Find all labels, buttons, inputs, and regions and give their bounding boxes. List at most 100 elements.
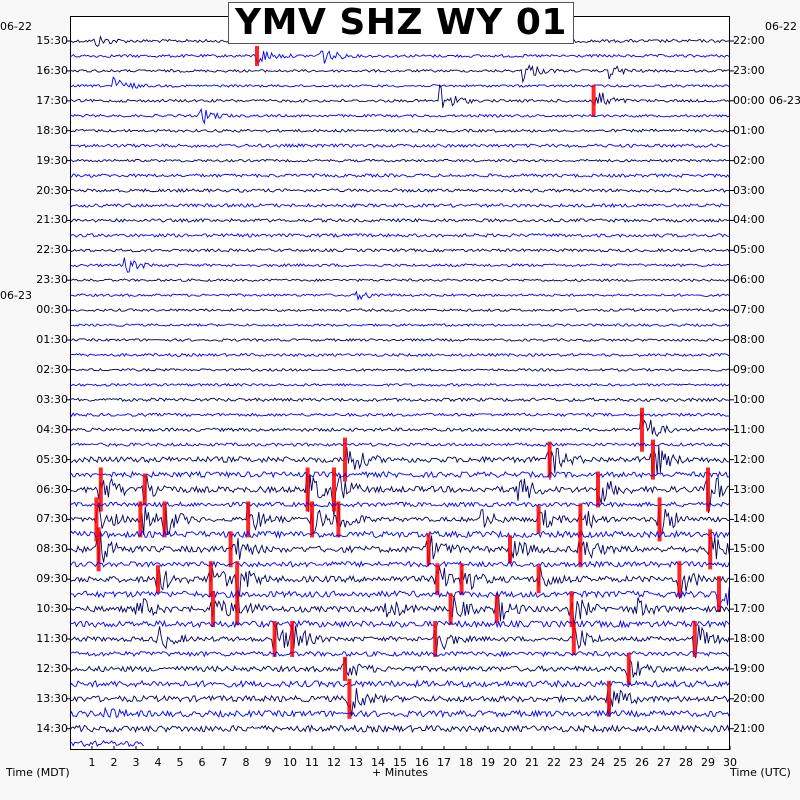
- clipped-event-marker: [343, 656, 347, 681]
- seismic-trace: [69, 143, 730, 149]
- right-time-label: 17:00: [733, 602, 765, 616]
- x-tick-label: 10: [283, 756, 297, 769]
- right-time-label: 08:00: [733, 333, 765, 346]
- right-time-label: 18:00: [733, 632, 765, 645]
- right-date-label: 06-22: [765, 20, 797, 33]
- right-time-label: 01:00: [733, 123, 765, 137]
- left-time-label: 23:30: [36, 273, 68, 287]
- x-tick-label: 2: [110, 756, 118, 769]
- x-axis-label: + Minutes: [372, 766, 429, 779]
- left-time-label: 21:30: [36, 213, 68, 227]
- clipped-event-marker: [347, 678, 352, 719]
- seismic-trace: [69, 566, 730, 599]
- chart-title: YMV SHZ WY 01: [228, 2, 574, 44]
- x-tick-label: 28: [679, 756, 693, 769]
- seismic-trace: [69, 338, 730, 342]
- seismogram-plot-area: [70, 16, 730, 750]
- right-time-label: 10:00: [733, 392, 765, 406]
- clipped-event-marker: [677, 561, 682, 598]
- clipped-event-marker: [571, 623, 576, 655]
- clipped-event-marker: [290, 621, 295, 657]
- right-time-label: 19:00: [733, 661, 765, 675]
- seismic-trace: [69, 248, 730, 253]
- x-tick-label: 4: [154, 756, 162, 769]
- clipped-event-marker: [228, 531, 233, 568]
- left-time-label: 05:30: [36, 452, 68, 466]
- clipped-event-marker: [640, 407, 644, 452]
- x-tick-label: 20: [503, 756, 517, 769]
- clipped-event-marker: [536, 505, 541, 534]
- clipped-event-marker: [596, 471, 600, 508]
- left-time-label: 06:30: [36, 482, 68, 496]
- seismic-trace: [69, 442, 730, 448]
- seismic-trace: [69, 257, 730, 273]
- seismic-trace: [70, 128, 730, 133]
- left-time-label: 12:30: [36, 661, 68, 675]
- right-time-label: 05:00: [733, 243, 765, 257]
- clipped-event-marker: [336, 501, 341, 538]
- right-time-label: 21:00: [733, 721, 765, 735]
- x-tick-label: 18: [459, 756, 473, 769]
- x-tick-label: 14: [371, 756, 385, 769]
- seismic-trace: [69, 592, 730, 626]
- seismic-trace: [69, 158, 730, 163]
- right-time-label: 09:00: [733, 362, 765, 376]
- left-time-label: 18:30: [36, 123, 68, 137]
- left-axis-label: Time (MDT): [6, 766, 70, 779]
- x-tick-label: 29: [701, 756, 715, 769]
- seismic-trace: [70, 367, 730, 372]
- clipped-event-marker: [536, 565, 541, 594]
- x-tick-label: 6: [198, 756, 206, 769]
- clipped-event-marker: [211, 591, 215, 628]
- right-time-label: 07:00: [733, 303, 765, 317]
- left-time-label: 14:30: [36, 721, 68, 735]
- left-time-label: 17:30: [36, 93, 68, 107]
- clipped-event-marker: [156, 565, 160, 594]
- seismic-trace: [69, 529, 730, 540]
- right-time-label: 00:00: [733, 93, 765, 107]
- clipped-event-marker: [142, 473, 147, 506]
- x-tick-label: 23: [569, 756, 583, 769]
- right-time-label: 12:00: [733, 452, 765, 466]
- x-tick-label: 21: [525, 756, 539, 769]
- x-tick-label: 3: [132, 756, 140, 769]
- x-tick-label: 17: [437, 756, 451, 769]
- seismic-trace: [69, 688, 730, 716]
- left-time-label: 02:30: [36, 362, 68, 376]
- clipped-event-marker: [607, 680, 611, 717]
- clipped-event-marker: [494, 595, 499, 624]
- x-tick-label: 19: [481, 756, 495, 769]
- clipped-event-marker: [94, 497, 99, 542]
- clipped-event-marker: [162, 501, 167, 538]
- seismic-trace: [69, 188, 730, 193]
- seismic-trace: [69, 107, 730, 125]
- x-tick-label: 12: [327, 756, 341, 769]
- clipped-event-marker: [305, 467, 310, 512]
- left-time-label: 03:30: [36, 392, 68, 406]
- clipped-event-marker: [433, 621, 438, 657]
- left-time-label: 22:30: [36, 243, 68, 257]
- clipped-event-marker: [717, 576, 721, 613]
- x-tick-label: 24: [591, 756, 605, 769]
- left-time-label: 00:30: [36, 303, 68, 317]
- clipped-event-marker: [426, 533, 431, 566]
- left-time-label: 16:30: [36, 63, 68, 77]
- seismic-trace: [69, 84, 730, 108]
- left-date-label: 06-23: [0, 289, 32, 303]
- left-time-label: 19:30: [36, 153, 68, 167]
- seismic-trace: [69, 412, 730, 437]
- clipped-event-marker: [448, 593, 453, 626]
- clipped-event-marker: [547, 441, 552, 478]
- x-tick-label: 8: [242, 756, 250, 769]
- seismic-trace: [69, 323, 730, 328]
- seismic-trace: [69, 202, 730, 209]
- right-time-label: 22:00: [733, 34, 765, 47]
- x-tick-label: 27: [657, 756, 671, 769]
- right-time-label: 02:00: [733, 153, 765, 167]
- right-time-label: 04:00: [733, 213, 765, 227]
- left-time-label: 13:30: [36, 691, 68, 705]
- right-time-label: 23:00: [733, 63, 765, 77]
- right-time-label: 13:00: [733, 482, 765, 496]
- clipped-event-marker: [272, 621, 277, 657]
